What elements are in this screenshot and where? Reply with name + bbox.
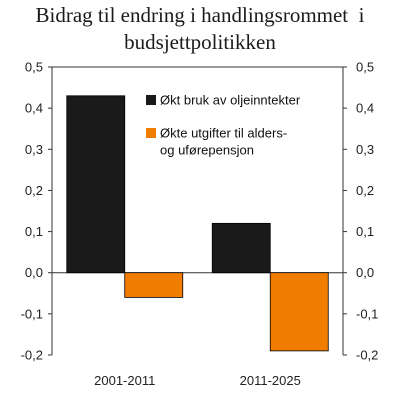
y-tick-label-left: 0,0 [25, 265, 43, 280]
legend-swatch-1 [146, 95, 156, 105]
y-tick-label-left: 0,3 [25, 142, 43, 157]
chart-title: Bidrag til endring i handlingsrommet i b… [0, 2, 400, 56]
axes-group: 0,5 0,5 0,4 0,4 0,3 0,3 0,2 0,2 0,1 0,1 0,0 0,0 -0,1… [21, 60, 379, 389]
chart-title-line-1: Bidrag til endring i handlingsrommet i [35, 3, 365, 27]
y-tick-label-left: -0,1 [21, 306, 43, 321]
legend-label-2-line-1: Økte utgifter til alders- [160, 126, 287, 141]
legend-group: Økt bruk av oljeinntekter Økte utgifter t… [146, 93, 301, 158]
bar-1-1 [66, 95, 126, 274]
y-tick-label-right: 0,1 [356, 224, 374, 239]
bar-2-2 [269, 272, 329, 352]
legend-swatch-2 [146, 128, 156, 138]
y-tick-label-left: 0,5 [25, 60, 43, 75]
x-category-label: 2001-2011 [94, 373, 155, 388]
legend-label-1: Økt bruk av oljeinntekter [160, 93, 301, 108]
y-tick-label-right: 0,3 [356, 142, 374, 157]
y-tick-label-right: 0,4 [356, 101, 374, 116]
y-tick-label-right: 0,5 [356, 60, 374, 75]
y-tick-label-right: 0,2 [356, 183, 374, 198]
y-tick-label-left: 0,2 [25, 183, 43, 198]
bars-group [66, 95, 329, 352]
y-tick-label-right: -0,2 [356, 348, 378, 363]
y-tick-label-right: 0,0 [356, 265, 374, 280]
x-category-label: 2011-2025 [240, 373, 301, 388]
bar-1-2 [211, 222, 271, 274]
chart-title-line-2: budsjettpolitikken [124, 30, 276, 54]
y-tick-label-left: 0,1 [25, 224, 43, 239]
legend-label-2-line-2: og uførepensjon [160, 143, 254, 158]
y-tick-label-left: -0,2 [21, 348, 43, 363]
y-tick-label-left: 0,4 [25, 101, 43, 116]
y-tick-label-right: -0,1 [356, 306, 378, 321]
bar-2-1 [124, 272, 184, 298]
legend-label-2: Økte utgifter til alders-og uførepensjon [160, 126, 287, 158]
